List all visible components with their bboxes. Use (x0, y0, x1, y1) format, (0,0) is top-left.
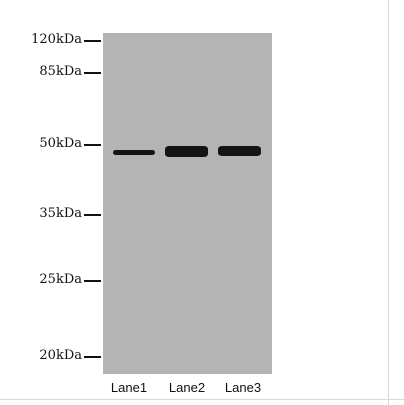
blot-membrane (103, 33, 272, 374)
lane-label-3: Lane3 (224, 380, 262, 395)
marker-tick (84, 214, 101, 216)
lane-label-1: Lane1 (110, 380, 148, 395)
marker-label: 25kDa (39, 272, 82, 287)
frame-border-right (388, 0, 389, 405)
marker-tick (84, 72, 101, 74)
marker-tick (84, 280, 101, 282)
marker-tick (84, 356, 101, 358)
band-lane1 (113, 150, 155, 155)
marker-25kda: 25kDa (0, 273, 102, 287)
marker-label: 120kDa (31, 32, 82, 47)
marker-label: 85kDa (39, 64, 82, 79)
marker-120kda: 120kDa (0, 33, 102, 47)
lane-label-2: Lane2 (168, 380, 206, 395)
marker-tick (84, 144, 101, 146)
marker-label: 20kDa (39, 348, 82, 363)
frame-border-bottom (0, 399, 404, 400)
marker-35kda: 35kDa (0, 207, 102, 221)
band-lane2 (165, 146, 208, 157)
marker-label: 35kDa (39, 206, 82, 221)
marker-50kda: 50kDa (0, 137, 102, 151)
marker-label: 50kDa (39, 136, 82, 151)
marker-20kda: 20kDa (0, 349, 102, 363)
marker-tick (84, 40, 101, 42)
marker-85kda: 85kDa (0, 65, 102, 79)
band-lane3 (218, 146, 261, 156)
